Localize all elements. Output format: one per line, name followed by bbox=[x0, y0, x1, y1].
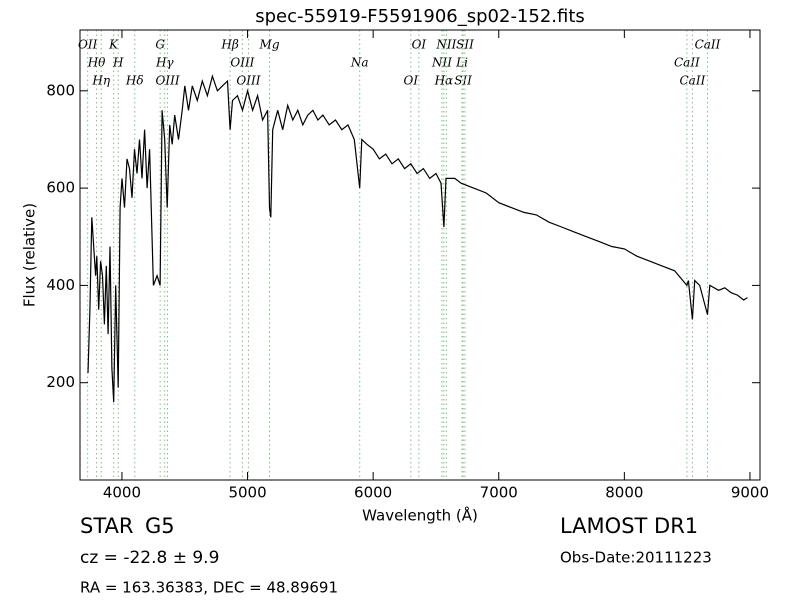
spectral-line-label: Hη bbox=[91, 74, 110, 88]
spectral-line-label: OIII bbox=[236, 74, 260, 88]
spectral-line-label: OI bbox=[404, 74, 419, 88]
spectral-line-label: Hγ bbox=[155, 56, 174, 70]
spectral-line-label: NII bbox=[435, 38, 456, 52]
spectral-line-label: OIII bbox=[230, 56, 254, 70]
chart-title: spec-55919-F5591906_sp02-152.fits bbox=[255, 6, 585, 27]
y-tick-label: 600 bbox=[46, 179, 75, 197]
y-tick-label: 800 bbox=[46, 81, 75, 99]
spectrum-line bbox=[87, 74, 748, 403]
y-axis-label: Flux (relative) bbox=[21, 203, 39, 307]
y-tick-label: 400 bbox=[46, 276, 75, 294]
survey: LAMOST DR1 bbox=[560, 514, 698, 538]
object-subclass: G5 bbox=[145, 514, 175, 538]
spectral-line-label: Na bbox=[350, 56, 369, 70]
x-tick-label: 7000 bbox=[480, 484, 518, 502]
spectral-line-label: OIII bbox=[156, 74, 180, 88]
spectral-line-label: Hθ bbox=[87, 56, 106, 70]
spectral-line-label: Hα bbox=[434, 74, 454, 88]
x-tick-label: 6000 bbox=[354, 484, 392, 502]
x-tick-label: 9000 bbox=[731, 484, 769, 502]
coordinates: RA = 163.36383, DEC = 48.89691 bbox=[80, 579, 338, 597]
redshift: cz = -22.8 ± 9.9 bbox=[80, 548, 219, 568]
spectral-line-label: Hβ bbox=[220, 38, 238, 52]
spectral-line-label: CaII bbox=[674, 56, 700, 70]
x-tick-label: 8000 bbox=[605, 484, 643, 502]
x-tick-label: 5000 bbox=[228, 484, 266, 502]
spectral-line-label: H bbox=[112, 56, 124, 70]
spectral-line-label: SII bbox=[454, 74, 472, 88]
spectral-line-label: Hδ bbox=[125, 74, 144, 88]
spectral-line-label: G bbox=[155, 38, 165, 52]
x-axis-label: Wavelength (Å) bbox=[362, 506, 478, 525]
x-tick-label: 4000 bbox=[103, 484, 141, 502]
spectral-line-label: K bbox=[108, 38, 119, 52]
obs-date: Obs-Date:20111223 bbox=[560, 549, 712, 567]
plot-frame bbox=[79, 29, 761, 481]
y-tick-label: 200 bbox=[46, 373, 75, 391]
spectral-line-label: NII bbox=[431, 56, 452, 70]
spectral-line-label: OII bbox=[78, 38, 98, 52]
object-class: STAR bbox=[80, 514, 133, 538]
spectral-line-label: CaII bbox=[695, 38, 721, 52]
spectral-line-label: CaII bbox=[680, 74, 706, 88]
spectral-line-label: Mg bbox=[259, 38, 280, 52]
spectral-line-label: Li bbox=[455, 56, 468, 70]
spectral-line-label: SII bbox=[456, 38, 474, 52]
spectral-line-label: OI bbox=[412, 38, 427, 52]
